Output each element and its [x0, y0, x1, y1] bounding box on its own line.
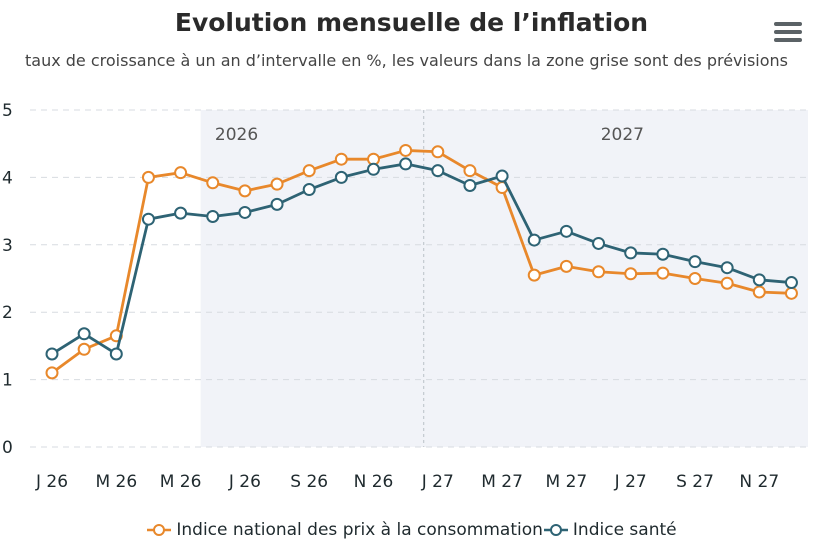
- x-tick-label: N 26: [354, 472, 394, 492]
- data-point[interactable]: [399, 143, 413, 157]
- legend: Indice national des prix à la consommati…: [0, 520, 823, 540]
- x-tick-label: J 27: [614, 472, 647, 492]
- x-tick-label: N 27: [739, 472, 779, 492]
- data-point[interactable]: [141, 212, 155, 226]
- data-point[interactable]: [77, 342, 91, 356]
- data-point[interactable]: [302, 164, 316, 178]
- data-point[interactable]: [431, 164, 445, 178]
- data-point[interactable]: [334, 170, 348, 184]
- y-tick-label: 0: [2, 438, 13, 458]
- y-tick-label: 5: [2, 101, 13, 121]
- data-point[interactable]: [784, 276, 798, 290]
- data-point[interactable]: [688, 255, 702, 269]
- x-tick-label: M 26: [95, 472, 137, 492]
- chart-subtitle: taux de croissance à un an d’intervalle …: [24, 51, 789, 70]
- legend-item-health[interactable]: Indice santé: [543, 520, 677, 540]
- data-point[interactable]: [238, 184, 252, 198]
- data-point[interactable]: [141, 170, 155, 184]
- x-tick-label: M 27: [481, 472, 523, 492]
- data-point[interactable]: [431, 145, 445, 159]
- legend-line-marker-icon: [543, 524, 568, 536]
- data-point[interactable]: [174, 206, 188, 220]
- data-point[interactable]: [784, 286, 798, 300]
- y-tick-label: 3: [2, 236, 13, 256]
- y-tick-label: 1: [2, 371, 13, 391]
- y-tick-label: 4: [2, 168, 13, 188]
- data-point[interactable]: [367, 162, 380, 176]
- data-point[interactable]: [752, 273, 766, 287]
- data-point[interactable]: [109, 347, 123, 361]
- data-point[interactable]: [656, 266, 670, 280]
- data-point[interactable]: [77, 327, 91, 341]
- chart-title: Evolution mensuelle de l’inflation: [174, 8, 649, 37]
- data-point[interactable]: [592, 265, 606, 279]
- data-point[interactable]: [656, 247, 670, 261]
- x-tick-label: J 27: [421, 472, 454, 492]
- data-point[interactable]: [270, 177, 284, 191]
- data-point[interactable]: [334, 152, 348, 166]
- data-point[interactable]: [688, 272, 702, 285]
- data-point[interactable]: [720, 276, 734, 290]
- x-tick-label: M 26: [160, 472, 202, 492]
- data-point[interactable]: [45, 366, 59, 380]
- data-point[interactable]: [495, 169, 509, 183]
- data-point[interactable]: [206, 209, 220, 223]
- data-point[interactable]: [45, 347, 59, 361]
- data-point[interactable]: [527, 233, 541, 247]
- legend-label-cpi: Indice national des prix à la consommati…: [176, 520, 543, 540]
- data-point[interactable]: [174, 166, 188, 180]
- data-point[interactable]: [559, 259, 573, 273]
- legend-label-health: Indice santé: [572, 520, 677, 540]
- data-point[interactable]: [206, 176, 220, 190]
- data-point[interactable]: [559, 224, 573, 238]
- data-point[interactable]: [238, 205, 252, 219]
- forecast-band: [200, 110, 809, 447]
- data-point[interactable]: [463, 178, 477, 192]
- data-point[interactable]: [624, 267, 638, 281]
- data-point[interactable]: [270, 197, 284, 211]
- hamburger-icon[interactable]: [774, 22, 802, 44]
- data-point[interactable]: [302, 183, 316, 197]
- data-point[interactable]: [624, 246, 638, 260]
- year-label: 2026: [215, 125, 258, 145]
- y-tick-label: 2: [2, 303, 13, 323]
- data-point[interactable]: [399, 157, 413, 171]
- x-tick-label: S 26: [290, 472, 328, 492]
- x-tick-label: M 27: [546, 472, 588, 492]
- legend-item-cpi[interactable]: Indice national des prix à la consommati…: [146, 520, 543, 540]
- data-point[interactable]: [720, 261, 734, 275]
- x-tick-label: S 27: [676, 472, 714, 492]
- x-tick-label: J 26: [35, 472, 68, 492]
- data-point[interactable]: [527, 268, 541, 282]
- data-point[interactable]: [592, 236, 606, 250]
- year-label: 2027: [601, 125, 644, 145]
- data-point[interactable]: [463, 164, 477, 178]
- data-point[interactable]: [752, 285, 766, 299]
- legend-line-marker-icon: [147, 524, 172, 536]
- x-tick-label: J 26: [228, 472, 261, 492]
